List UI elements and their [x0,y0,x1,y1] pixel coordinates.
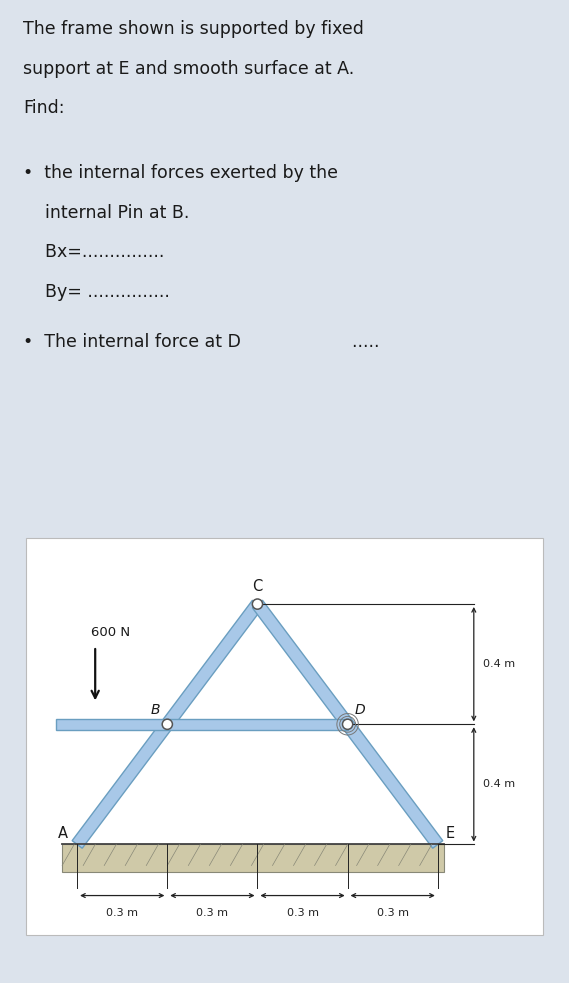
Text: 0.3 m: 0.3 m [196,907,228,917]
Text: support at E and smooth surface at A.: support at E and smooth surface at A. [23,60,354,78]
Text: By= ...............: By= ............... [23,283,170,301]
Polygon shape [72,601,262,848]
Text: internal Pin at B.: internal Pin at B. [23,203,189,221]
Polygon shape [253,601,443,848]
Text: The frame shown is supported by fixed: The frame shown is supported by fixed [23,20,364,38]
Circle shape [252,599,262,609]
Text: 0.3 m: 0.3 m [287,907,319,917]
Text: D: D [355,703,366,717]
Text: 0.4 m: 0.4 m [483,660,515,669]
Polygon shape [56,719,348,729]
Text: 600 N: 600 N [90,625,130,639]
Text: A: A [58,827,68,841]
Text: B: B [150,703,160,717]
Text: C: C [252,579,262,594]
Text: 0.3 m: 0.3 m [106,907,138,917]
Text: E: E [446,827,455,841]
Text: Bx=...............: Bx=............... [23,243,164,261]
Bar [62,844,444,872]
Text: 0.3 m: 0.3 m [377,907,409,917]
Text: •  the internal forces exerted by the: • the internal forces exerted by the [23,164,338,182]
Circle shape [162,720,172,729]
Text: •  The internal force at D: • The internal force at D [23,332,241,351]
Text: .....: ..... [341,332,380,351]
Circle shape [343,720,353,729]
Text: 0.4 m: 0.4 m [483,780,515,789]
Text: Find:: Find: [23,99,64,117]
